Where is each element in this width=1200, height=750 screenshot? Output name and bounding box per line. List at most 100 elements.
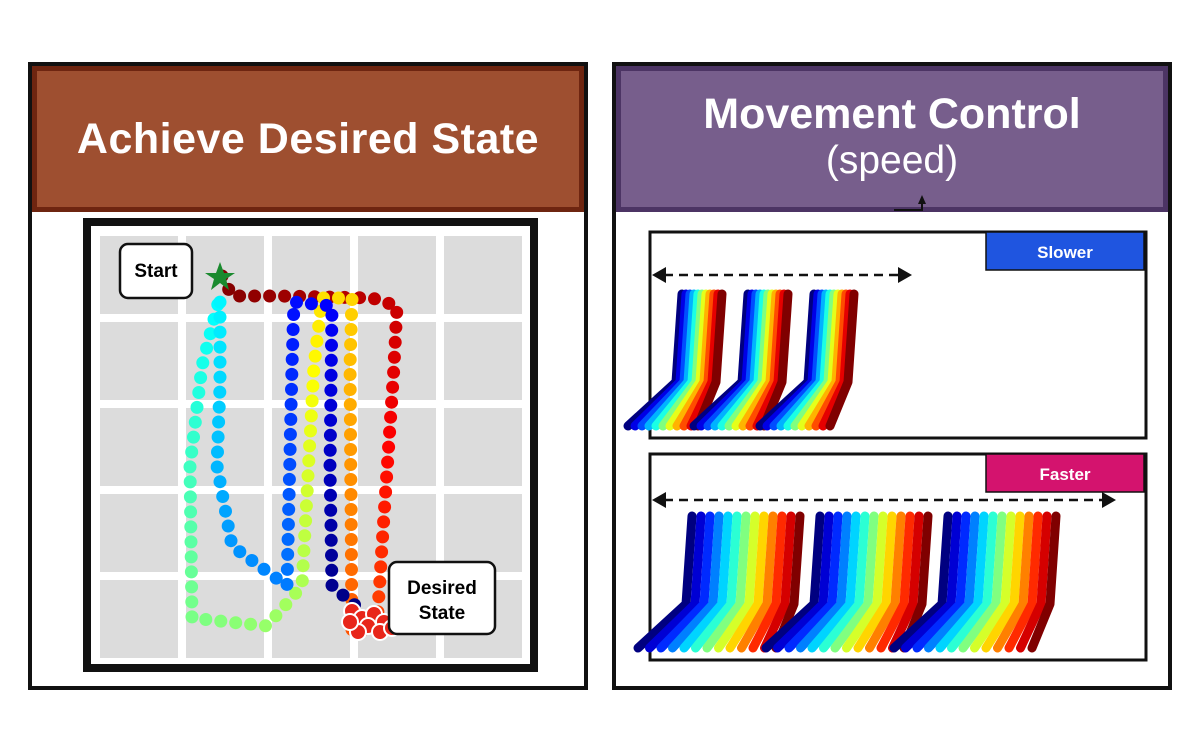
- trajectory-dot: [263, 289, 277, 303]
- trajectory-dot: [185, 580, 199, 594]
- trajectory-dot: [295, 574, 309, 588]
- start-label: Start: [134, 261, 178, 282]
- trajectory-dot: [296, 559, 310, 573]
- trajectory-dot: [343, 368, 357, 381]
- trajectory-dot: [286, 338, 300, 351]
- trajectory-dot: [324, 503, 338, 517]
- trajectory-dot: [377, 515, 391, 529]
- grid-cell: [358, 494, 436, 572]
- trajectory-dot: [343, 398, 357, 411]
- trajectory-dot: [282, 487, 296, 501]
- trajectory-dot: [325, 548, 338, 562]
- trajectory-dot: [184, 520, 198, 534]
- gait-stroke: [830, 511, 879, 653]
- trajectory-dot: [324, 518, 338, 532]
- trajectory-dot: [344, 458, 358, 471]
- trajectory-dot: [387, 365, 401, 379]
- trajectory-dot: [219, 504, 232, 518]
- trajectory-dot: [184, 535, 198, 549]
- trajectory-dot: [299, 514, 313, 528]
- trajectory-dot: [389, 320, 403, 334]
- gait-stroke: [842, 511, 888, 653]
- trajectory-dot: [183, 475, 197, 489]
- trajectory-dot: [199, 613, 213, 626]
- trajectory-dot: [283, 457, 297, 471]
- trajectory-dot: [282, 472, 296, 486]
- gait-stroke: [668, 511, 724, 653]
- trajectory-dot: [325, 338, 338, 352]
- grid-cell: [100, 408, 178, 486]
- gait-stroke: [761, 511, 825, 653]
- trajectory-dot: [286, 323, 300, 336]
- trajectory-dot: [344, 518, 358, 531]
- trajectory-dot: [285, 367, 299, 381]
- grid-cell: [444, 236, 522, 314]
- trajectory-dot: [324, 353, 338, 367]
- trajectory-dot: [323, 473, 337, 487]
- trajectory-dot: [379, 485, 393, 499]
- gait-stroke: [912, 511, 971, 653]
- trajectory-dot: [300, 484, 314, 498]
- trajectory-dot: [184, 550, 198, 564]
- trajectory-dot: [210, 460, 224, 474]
- goal-dot: [341, 613, 359, 631]
- gait-stroke: [924, 511, 980, 653]
- gait-stroke: [784, 511, 843, 653]
- trajectory-dot: [325, 563, 339, 577]
- trajectory-dot: [229, 616, 243, 630]
- trajectory-dot: [312, 319, 326, 333]
- trajectory-dot: [297, 544, 311, 558]
- trajectory-dot: [343, 383, 357, 396]
- trajectory-dot: [203, 327, 217, 341]
- gait-stroke: [748, 511, 787, 653]
- trajectory-dot: [345, 308, 358, 321]
- trajectory-dot: [325, 578, 339, 592]
- trajectory-dot: [233, 545, 247, 559]
- gait-stroke: [1004, 511, 1043, 653]
- gait-stroke: [796, 511, 852, 653]
- gait-stroke: [645, 511, 706, 653]
- trajectory-dot: [259, 619, 272, 633]
- trajectory-dot: [185, 595, 199, 609]
- gait-stroke: [970, 511, 1016, 653]
- left-panel-header: Achieve Desired State: [32, 66, 584, 212]
- trajectory-dot: [285, 382, 298, 396]
- gait-stroke: [947, 511, 998, 653]
- gait-stroke: [633, 511, 697, 653]
- trajectory-dot: [278, 289, 292, 303]
- slower-arrow-left: [652, 267, 666, 283]
- faster-label: Faster: [1039, 465, 1090, 484]
- slower-badge: [985, 231, 1145, 271]
- trajectory-dot: [388, 335, 402, 349]
- right-panel-subtitle: (speed): [825, 139, 959, 182]
- trajectory-dot: [324, 383, 338, 397]
- trajectory-dot: [372, 590, 386, 604]
- trajectory-dot: [336, 588, 350, 602]
- trajectory-dot: [324, 368, 338, 382]
- trajectory-dot: [344, 428, 357, 441]
- trajectory-dot: [343, 353, 357, 366]
- gait-stroke: [958, 511, 1007, 653]
- trajectory-dot: [344, 323, 358, 336]
- trajectory-dot: [184, 505, 198, 519]
- trajectory-dot: [183, 490, 197, 504]
- faster-stick-figures: [633, 511, 1061, 653]
- trajectory-dot: [374, 560, 388, 574]
- trajectory-dot: [344, 443, 358, 456]
- gait-stroke: [853, 511, 897, 653]
- trajectory-dot: [304, 297, 318, 311]
- start-star-icon: [205, 262, 235, 290]
- trajectory-dot: [285, 352, 299, 366]
- trajectory-dot: [344, 533, 358, 546]
- grid-cell: [444, 494, 522, 572]
- trajectory-dot: [190, 400, 204, 414]
- trajectory-dot: [324, 398, 338, 412]
- gait-stroke: [901, 511, 962, 653]
- trajectory-dot: [280, 562, 294, 576]
- slower-arrow-right: [898, 267, 912, 283]
- trajectory-dot: [307, 364, 321, 378]
- faster-arrow-right: [1102, 492, 1116, 508]
- trajectory-dot: [213, 370, 227, 384]
- trajectory-dot: [281, 532, 295, 546]
- trajectory-dot: [221, 519, 235, 533]
